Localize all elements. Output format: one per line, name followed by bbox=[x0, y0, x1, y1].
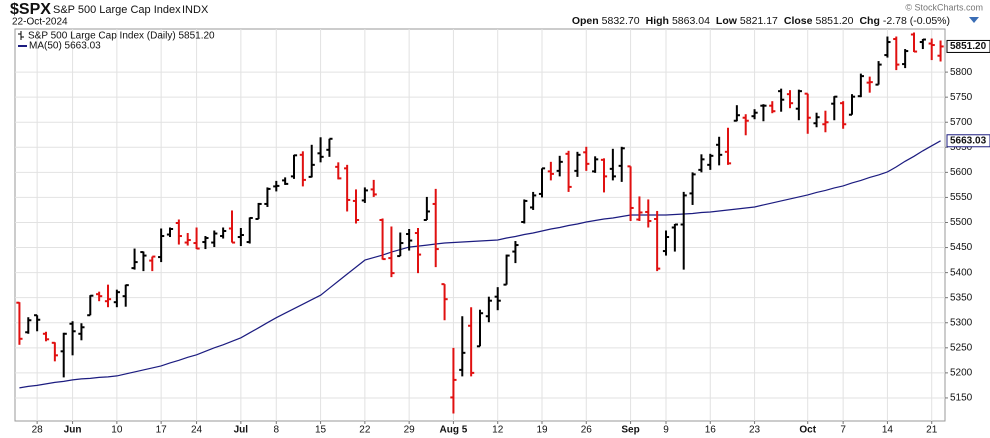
tags-layer: 5851.20 5663.03 bbox=[946, 39, 990, 148]
x-tick-label: 19 bbox=[536, 425, 548, 436]
y-tick-label: 5450 bbox=[950, 242, 973, 253]
x-tick-label: Sep bbox=[621, 425, 639, 436]
x-tick-label: 23 bbox=[749, 425, 761, 436]
y-tick-label: 5200 bbox=[950, 368, 973, 379]
y-tick-label: 5700 bbox=[950, 117, 973, 128]
y-tick-label: 5150 bbox=[950, 393, 973, 404]
x-tick-label: 9 bbox=[663, 425, 669, 436]
x-tick-label: 12 bbox=[492, 425, 504, 436]
x-tick-label: 21 bbox=[926, 425, 938, 436]
legend-label: MA(50) 5663.03 bbox=[29, 41, 101, 52]
date: 22-Oct-2024 bbox=[12, 17, 68, 28]
y-tick-label: 5750 bbox=[950, 92, 973, 103]
x-tick-label: 24 bbox=[191, 425, 203, 436]
x-tick-label: 22 bbox=[359, 425, 371, 436]
quote-value: 5851.20 bbox=[815, 15, 854, 27]
exchange: INDX bbox=[182, 4, 209, 16]
x-tick-label: 28 bbox=[32, 425, 44, 436]
quote-value: 5863.04 bbox=[671, 15, 710, 27]
quote-value: -2.78 (-0.05%) bbox=[882, 15, 950, 27]
price-tag-label: 5851.20 bbox=[950, 41, 987, 52]
plot-frame bbox=[14, 28, 946, 422]
price-tag bbox=[946, 39, 990, 53]
quote-label: Open bbox=[571, 15, 599, 27]
price-tag bbox=[946, 134, 990, 148]
x-tick-label: 8 bbox=[274, 425, 280, 436]
x-tick-label: 7 bbox=[840, 425, 846, 436]
x-tick-label: 10 bbox=[111, 425, 123, 436]
quote-value: 5832.70 bbox=[601, 15, 640, 27]
y-tick-label: 5300 bbox=[950, 317, 973, 328]
x-tick-label: 16 bbox=[705, 425, 717, 436]
y-tick-label: 5500 bbox=[950, 217, 973, 228]
legend-label: S&P 500 Large Cap Index (Daily) 5851.20 bbox=[28, 31, 215, 42]
chart-title: S&P 500 Large Cap Index bbox=[53, 4, 181, 16]
dropdown-icon[interactable] bbox=[969, 17, 979, 23]
y-tick-label: 5800 bbox=[950, 67, 973, 78]
x-tick-label: 15 bbox=[315, 425, 327, 436]
quote-label: Close bbox=[783, 15, 813, 27]
ma-line bbox=[19, 140, 941, 389]
bars-layer bbox=[16, 32, 944, 414]
legend: S&P 500 Large Cap Index (Daily) 5851.20 … bbox=[18, 31, 215, 52]
price-tag-label: 5663.03 bbox=[950, 135, 987, 146]
x-tick-label: 17 bbox=[156, 425, 168, 436]
x-tick-label: Jul bbox=[234, 425, 249, 436]
x-tick-label: 14 bbox=[882, 425, 894, 436]
quote-label: High bbox=[645, 15, 669, 27]
copyright: © StockCharts.com bbox=[905, 2, 983, 12]
y-tick-label: 5600 bbox=[950, 167, 973, 178]
y-tick-label: 5400 bbox=[950, 267, 973, 278]
x-tick-label: Oct bbox=[799, 425, 816, 436]
y-tick-label: 5250 bbox=[950, 342, 973, 353]
quote-value: 5821.17 bbox=[739, 15, 778, 27]
quote-line: Open 5832.70 High 5863.04 Low 5821.17 Close 585… bbox=[566, 15, 950, 27]
ma-layer bbox=[19, 140, 941, 389]
y-tick-label: 5650 bbox=[950, 142, 973, 153]
x-tick-label: 26 bbox=[581, 425, 593, 436]
y-tick-label: 5550 bbox=[950, 192, 973, 203]
x-tick-label: 29 bbox=[404, 425, 416, 436]
x-tick-label: Jun bbox=[64, 425, 82, 436]
quote-label: Chg bbox=[859, 15, 880, 27]
y-tick-label: 5350 bbox=[950, 292, 973, 303]
symbol: $SPX bbox=[10, 1, 51, 18]
quote-label: Low bbox=[715, 15, 737, 27]
x-tick-label: Aug 5 bbox=[440, 425, 468, 436]
